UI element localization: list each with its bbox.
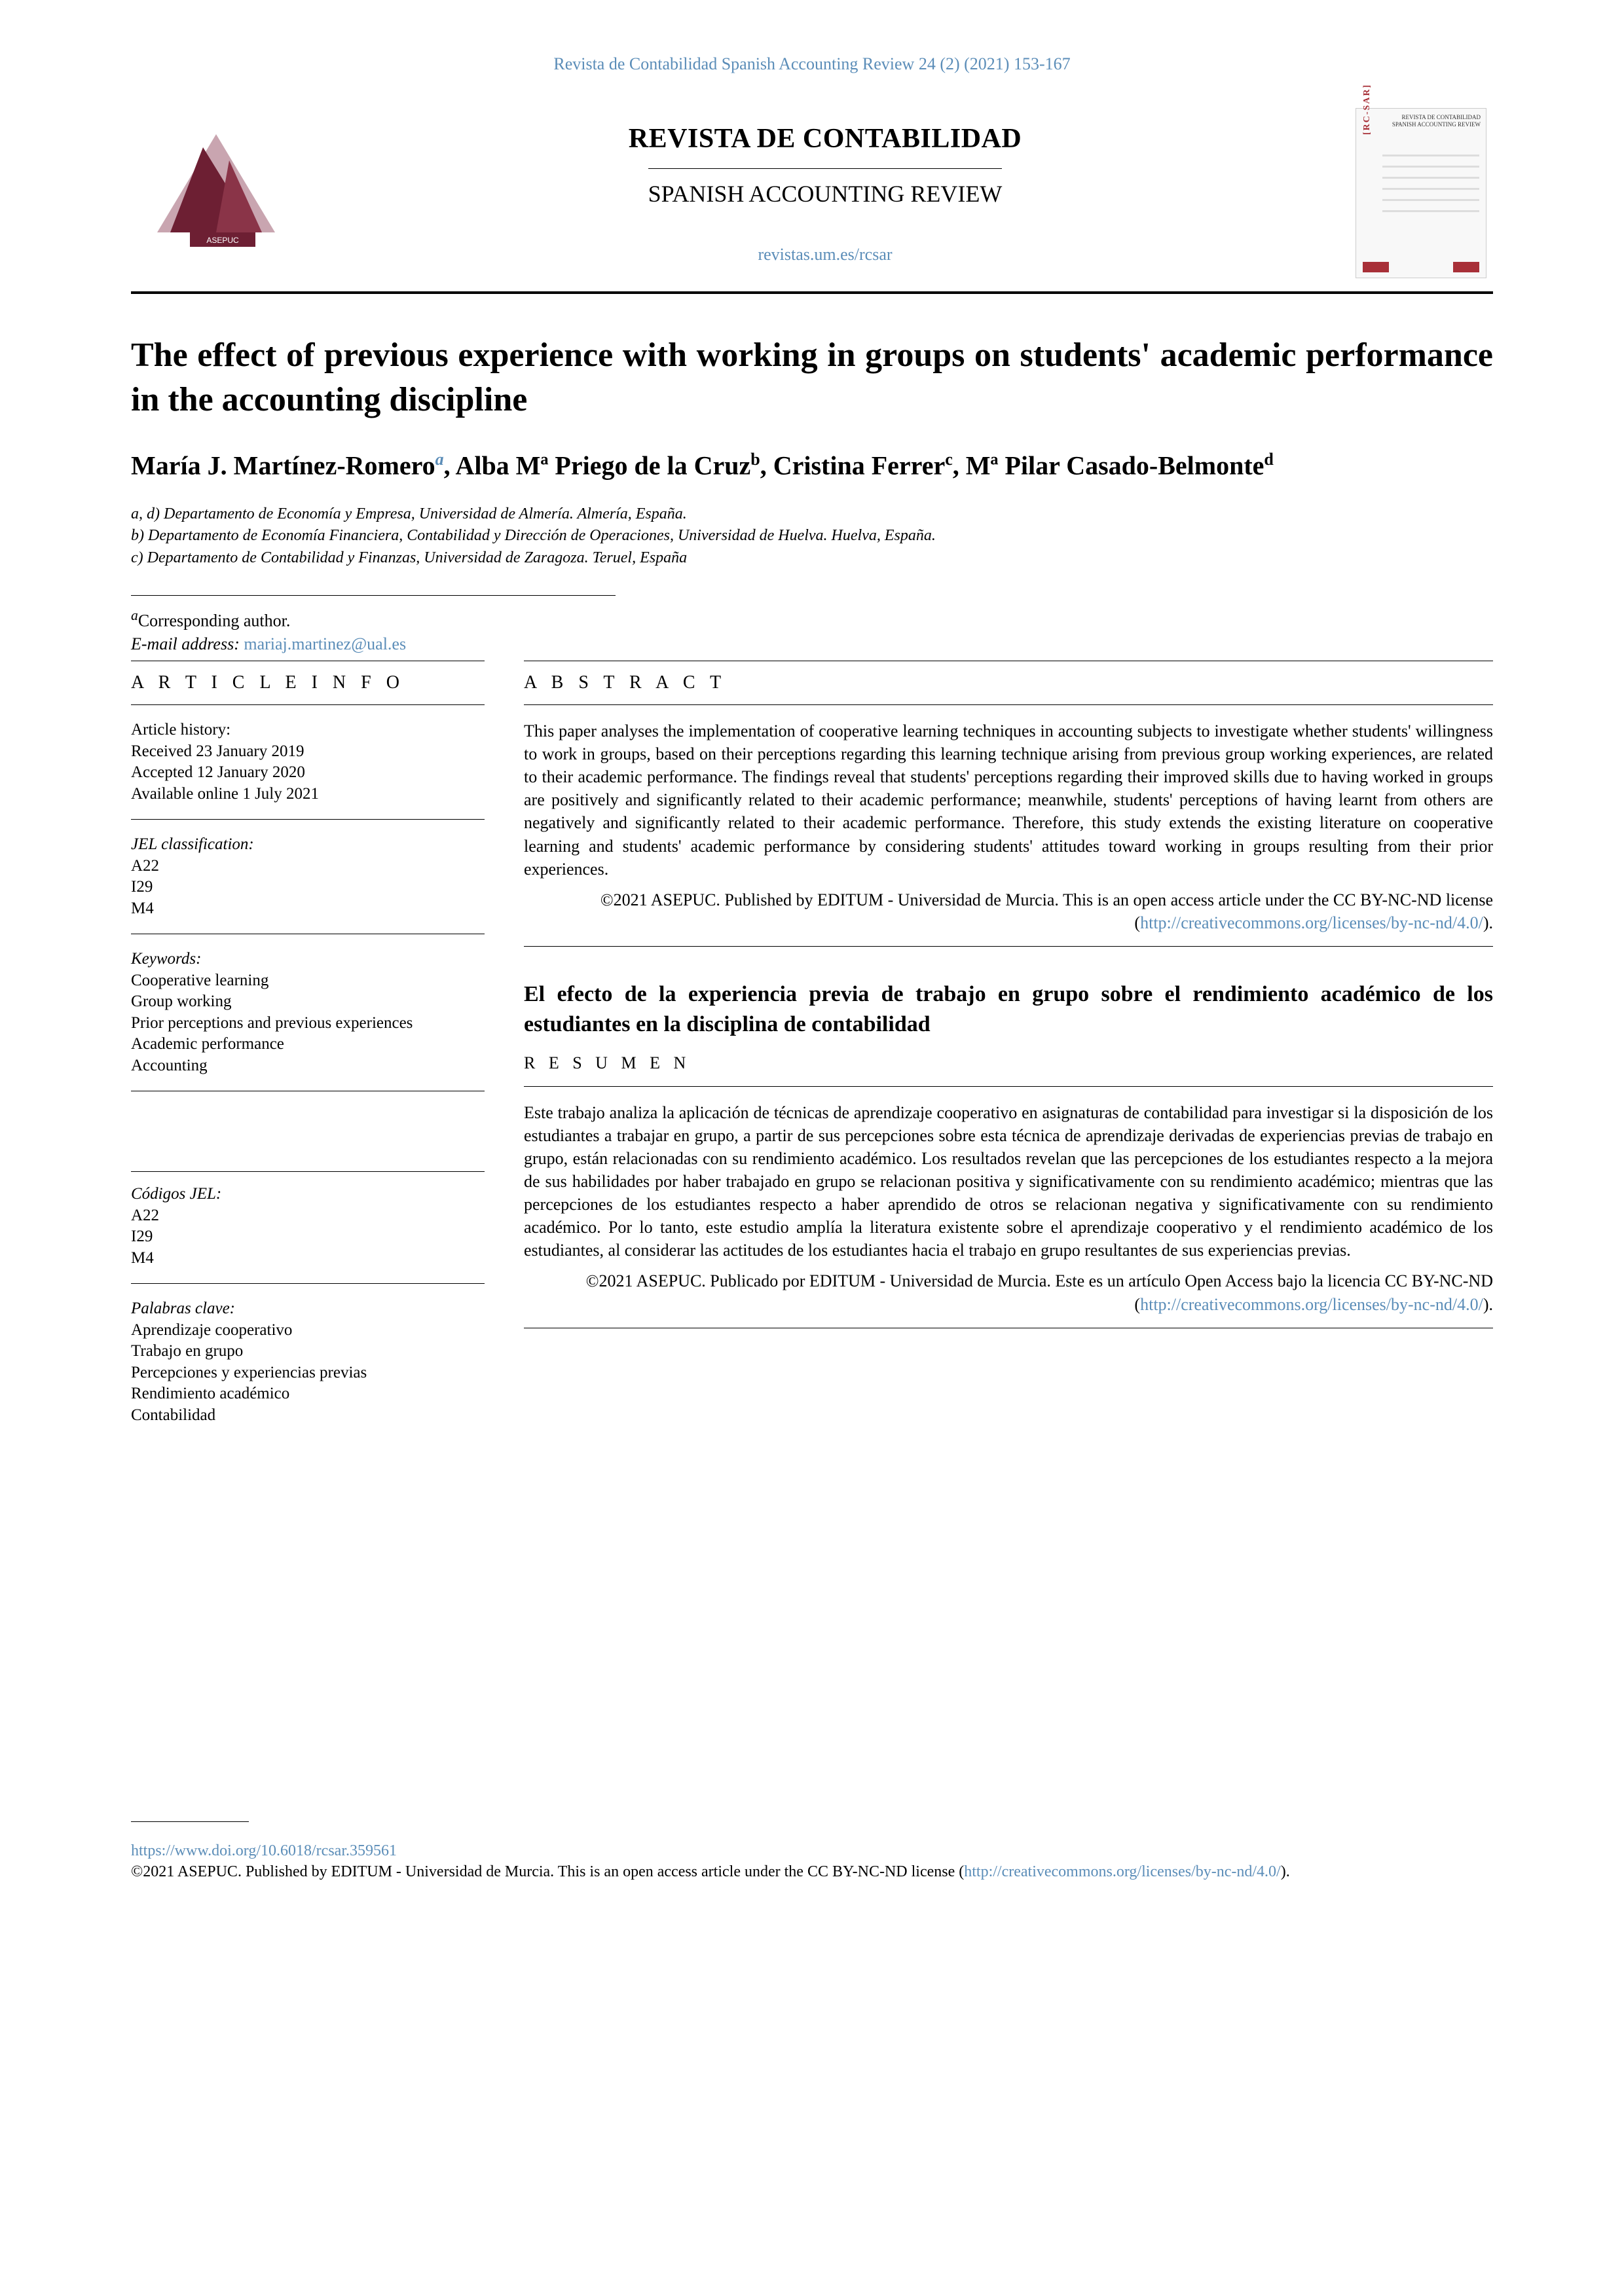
keywords-block: Keywords: Cooperative learningGroup work… [131, 949, 485, 1091]
author: Mª Pilar Casado-Belmonte [966, 451, 1264, 481]
palabra-clave: Contabilidad [131, 1405, 485, 1427]
jel-label: JEL classification: [131, 834, 485, 856]
email-label: E-mail address: [131, 634, 240, 653]
license-link-es[interactable]: http://creativecommons.org/licenses/by-n… [1140, 1295, 1483, 1314]
palabra-clave: Aprendizaje cooperativo [131, 1320, 485, 1341]
resumen-license: ©2021 ASEPUC. Publicado por EDITUM - Uni… [524, 1269, 1493, 1328]
keyword: Accounting [131, 1055, 485, 1077]
abstract-column: A B S T R A C T This paper analyses the … [524, 661, 1493, 1455]
article-title: The effect of previous experience with w… [131, 333, 1493, 422]
publisher-logo: ASEPUC [131, 128, 301, 259]
doi-link[interactable]: https://www.doi.org/10.6018/rcsar.359561 [131, 1842, 397, 1859]
jel-code: A22 [131, 856, 485, 877]
codigo-jel: M4 [131, 1248, 485, 1269]
keyword: Cooperative learning [131, 970, 485, 992]
author: Cristina Ferrer [773, 451, 945, 481]
affiliations: a, d) Departamento de Economía y Empresa… [131, 503, 1493, 570]
author-affil-sup: b [750, 450, 760, 469]
journal-title-sub: SPANISH ACCOUNTING REVIEW [648, 168, 1003, 210]
cover-title: REVISTA DE CONTABILIDAD SPANISH ACCOUNTI… [1382, 114, 1481, 128]
resumen-heading: R E S U M E N [524, 1051, 1493, 1087]
main-two-column: A R T I C L E I N F O Article history: R… [131, 661, 1493, 1455]
history-label: Article history: [131, 720, 485, 741]
corresponding-label: Corresponding author. [138, 611, 291, 630]
author-affil-sup: c [945, 450, 953, 469]
jel-code: M4 [131, 898, 485, 920]
palabra-clave: Percepciones y experiencias previas [131, 1362, 485, 1384]
codigos-label: Códigos JEL: [131, 1184, 485, 1205]
history-line: Accepted 12 January 2020 [131, 762, 485, 784]
authors-list: María J. Martínez-Romeroa, Alba Mª Prieg… [131, 448, 1493, 483]
author-affil-sup: a [435, 450, 444, 469]
jel-block: JEL classification: A22I29M4 [131, 834, 485, 934]
keyword: Group working [131, 991, 485, 1013]
abstract-license: ©2021 ASEPUC. Published by EDITUM - Univ… [524, 888, 1493, 947]
corresponding-author-block: aCorresponding author. E-mail address: m… [131, 595, 616, 655]
footer-license-text: ©2021 ASEPUC. Published by EDITUM - Univ… [131, 1861, 1493, 1882]
palabra-clave: Trabajo en grupo [131, 1341, 485, 1362]
affiliation-line: c) Departamento de Contabilidad y Finanz… [131, 547, 1493, 570]
author-affil-sup: d [1264, 450, 1273, 469]
asepuc-logo-icon: ASEPUC [144, 128, 288, 259]
article-info-column: A R T I C L E I N F O Article history: R… [131, 661, 485, 1455]
cover-label: [RC-SAR] [1361, 84, 1374, 135]
keyword: Academic performance [131, 1034, 485, 1055]
license-link-en[interactable]: http://creativecommons.org/licenses/by-n… [1140, 913, 1483, 932]
author: Alba Mª Priego de la Cruz [455, 451, 750, 481]
author: María J. Martínez-Romero [131, 451, 435, 481]
page-footer: https://www.doi.org/10.6018/rcsar.359561… [131, 1821, 1493, 1883]
spanish-title: El efecto de la experiencia previa de tr… [524, 979, 1493, 1040]
journal-citation-link[interactable]: Revista de Contabilidad Spanish Accounti… [553, 54, 1070, 73]
palabras-label: Palabras clave: [131, 1298, 485, 1320]
affiliation-line: a, d) Departamento de Economía y Empresa… [131, 503, 1493, 526]
journal-cover-thumbnail: [RC-SAR] REVISTA DE CONTABILIDAD SPANISH… [1349, 108, 1493, 278]
article-info-heading: A R T I C L E I N F O [131, 661, 485, 705]
article-history-block: Article history: Received 23 January 201… [131, 720, 485, 820]
palabra-clave: Rendimiento académico [131, 1383, 485, 1405]
keywords-label: Keywords: [131, 949, 485, 970]
corresponding-sup: a [131, 608, 138, 623]
codigo-jel: I29 [131, 1226, 485, 1248]
palabras-clave-block: Palabras clave: Aprendizaje cooperativoT… [131, 1298, 485, 1440]
codigos-jel-block: Códigos JEL: A22I29M4 [131, 1171, 485, 1284]
journal-title-block: REVISTA DE CONTABILIDAD SPANISH ACCOUNTI… [301, 120, 1349, 265]
abstract-text: This paper analyses the implementation o… [524, 720, 1493, 881]
history-line: Received 23 January 2019 [131, 741, 485, 763]
journal-title-main: REVISTA DE CONTABILIDAD [301, 120, 1349, 158]
history-line: Available online 1 July 2021 [131, 784, 485, 805]
journal-url-link[interactable]: revistas.um.es/rcsar [758, 245, 892, 264]
journal-header: ASEPUC REVISTA DE CONTABILIDAD SPANISH A… [131, 108, 1493, 294]
abstract-heading: A B S T R A C T [524, 661, 1493, 705]
codigo-jel: A22 [131, 1205, 485, 1227]
keyword: Prior perceptions and previous experienc… [131, 1013, 485, 1034]
resumen-text: Este trabajo analiza la aplicación de té… [524, 1101, 1493, 1262]
affiliation-line: b) Departamento de Economía Financiera, … [131, 525, 1493, 547]
journal-citation-header: Revista de Contabilidad Spanish Accounti… [131, 52, 1493, 75]
svg-text:ASEPUC: ASEPUC [206, 236, 239, 245]
footer-license-link[interactable]: http://creativecommons.org/licenses/by-n… [964, 1863, 1280, 1880]
jel-code: I29 [131, 877, 485, 898]
corresponding-email-link[interactable]: mariaj.martinez@ual.es [244, 634, 406, 653]
